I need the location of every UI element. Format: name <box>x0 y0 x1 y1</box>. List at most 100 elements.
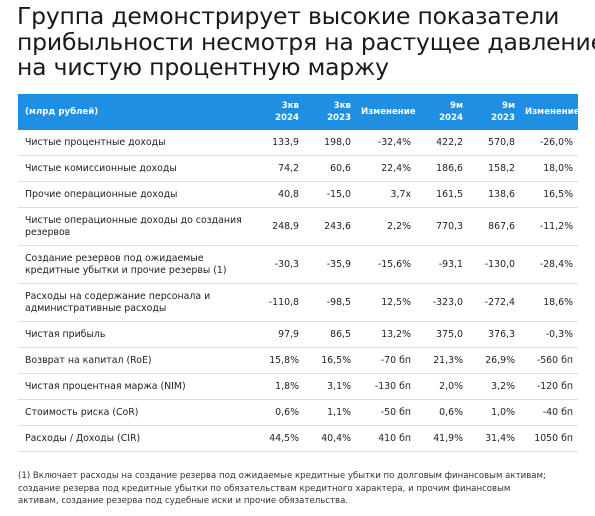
table-row: Чистая процентная маржа (NIM) 1,8% 3,1% -13… <box>18 373 578 400</box>
table-cell: 133,9 <box>250 130 304 156</box>
table-cell: -32,4% <box>356 130 416 156</box>
row-label-line: резервов <box>25 226 71 238</box>
table-cell: 18,0% <box>520 155 578 182</box>
column-header: 9м 2023 <box>468 94 520 130</box>
header-units: (млрд рублей) <box>18 94 250 130</box>
footnote: (1) Включает расходы на создание резерва… <box>18 470 583 508</box>
table-cell: -28,4% <box>520 245 578 284</box>
row-label-line: Чистая прибыль <box>25 328 106 340</box>
table-cell: 570,8 <box>468 130 520 156</box>
table-cell: 16,5% <box>520 181 578 208</box>
footnote-line: (1) Включает расходы на создание резерва… <box>18 471 546 481</box>
table-cell: 2,0% <box>416 373 468 400</box>
column-header: 3кв 2023 <box>304 94 356 130</box>
table-cell: 1050 бп <box>520 425 578 452</box>
table-cell: 410 бп <box>356 425 416 452</box>
row-label: Расходы на содержание персонала и админис… <box>18 283 250 322</box>
table-cell: 3,7x <box>356 181 416 208</box>
row-label-line: кредитные убытки и прочие резервы (1) <box>25 264 227 276</box>
table-row: Расходы / Доходы (CIR) 44,5% 40,4% 410 бп 41… <box>18 425 578 452</box>
column-header-line: Изменение <box>525 107 580 117</box>
table-cell: -272,4 <box>468 283 520 322</box>
table-row: Возврат на капитал (RoE) 15,8% 16,5% -70 бп… <box>18 347 578 374</box>
table-cell: 44,5% <box>250 425 304 452</box>
table-cell: 40,8 <box>250 181 304 208</box>
column-header-line: (млрд рублей) <box>25 107 99 117</box>
table-cell: 1,1% <box>304 399 356 426</box>
table-cell: 22,4% <box>356 155 416 182</box>
column-header-line: Изменение <box>361 107 416 117</box>
table-row: Создание резервов под ожидаемые кредитные… <box>18 245 578 284</box>
page-title-line: на чистую процентную маржу <box>17 53 389 81</box>
table-row: Чистые процентные доходы 133,9 198,0 -32,4%… <box>18 130 578 156</box>
row-label-line: Чистые операционные доходы до создания <box>25 214 242 226</box>
footnote-line: создание резерва под кредитные убытки по… <box>18 483 511 494</box>
table-cell: 15,8% <box>250 347 304 374</box>
table-cell: -130,0 <box>468 245 520 284</box>
row-label: Чистая процентная маржа (NIM) <box>18 373 250 400</box>
column-header-line: 2023 <box>491 113 515 123</box>
row-label-line: Чистые процентные доходы <box>25 136 166 148</box>
row-label: Прочие операционные доходы <box>18 181 250 208</box>
row-label: Создание резервов под ожидаемые кредитные… <box>18 245 250 284</box>
table-row: Расходы на содержание персонала и админис… <box>18 283 578 322</box>
row-label: Чистая прибыль <box>18 321 250 348</box>
table-cell: 13,2% <box>356 321 416 348</box>
column-header: Изменение <box>356 94 416 130</box>
row-label-line: Расходы / Доходы (CIR) <box>25 432 141 444</box>
table-row: Стоимость риска (CoR) 0,6% 1,1% -50 бп 0,6% 1… <box>18 399 578 426</box>
row-label-line: административные расходы <box>25 302 167 314</box>
table-cell: 138,6 <box>468 181 520 208</box>
table-cell: -93,1 <box>416 245 468 284</box>
table-cell: 1,0% <box>468 399 520 426</box>
table-cell: 186,6 <box>416 155 468 182</box>
table-cell: -50 бп <box>356 399 416 426</box>
table-cell: 41,9% <box>416 425 468 452</box>
column-header-line: 9м <box>449 101 463 111</box>
table-cell: -11,2% <box>520 207 578 246</box>
table-row: Чистые операционные доходы до создания ре… <box>18 207 578 246</box>
table-cell: -35,9 <box>304 245 356 284</box>
row-label-line: Стоимость риска (CoR) <box>25 406 139 418</box>
table-cell: 422,2 <box>416 130 468 156</box>
table-cell: 16,5% <box>304 347 356 374</box>
row-label: Чистые процентные доходы <box>18 130 250 156</box>
table-row: Чистые комиссионные доходы 74,2 60,6 22,4% 1… <box>18 155 578 182</box>
table-cell: 3,1% <box>304 373 356 400</box>
table-cell: -70 бп <box>356 347 416 374</box>
table-cell: 0,6% <box>416 399 468 426</box>
row-label: Возврат на капитал (RoE) <box>18 347 250 374</box>
table-cell: 21,3% <box>416 347 468 374</box>
table-cell: 18,6% <box>520 283 578 322</box>
table-cell: -130 бп <box>356 373 416 400</box>
table-cell: 3,2% <box>468 373 520 400</box>
table-cell: 376,3 <box>468 321 520 348</box>
table-cell: 375,0 <box>416 321 468 348</box>
table-cell: 867,6 <box>468 207 520 246</box>
table-cell: 86,5 <box>304 321 356 348</box>
row-label-line: Создание резервов под ожидаемые <box>25 252 204 264</box>
table-cell: 60,6 <box>304 155 356 182</box>
table-cell: -30,3 <box>250 245 304 284</box>
column-header-line: 2024 <box>439 113 463 123</box>
row-label-line: Чистая процентная маржа (NIM) <box>25 380 186 392</box>
column-header-line: 9м <box>501 101 515 111</box>
table-cell: 198,0 <box>304 130 356 156</box>
table-cell: -0,3% <box>520 321 578 348</box>
row-label: Стоимость риска (CoR) <box>18 399 250 426</box>
table-cell: 243,6 <box>304 207 356 246</box>
page-title: Группа демонстрирует высокие показатели п… <box>17 3 595 81</box>
row-label-line: Чистые комиссионные доходы <box>25 162 177 174</box>
column-header-line: 3кв <box>333 101 351 111</box>
page-title-line: прибыльности несмотря на растущее давлен… <box>17 27 595 56</box>
table-header-row: (млрд рублей) 3кв 2024 3кв 2023 Изменение 9м 20… <box>18 94 580 130</box>
row-label: Расходы / Доходы (CIR) <box>18 425 250 452</box>
column-header-line: 3кв <box>281 101 299 111</box>
row-label: Чистые операционные доходы до создания ре… <box>18 207 250 246</box>
table-cell: -15,6% <box>356 245 416 284</box>
table-cell: -323,0 <box>416 283 468 322</box>
table-cell: 770,3 <box>416 207 468 246</box>
column-header: Изменение <box>520 94 580 130</box>
table-cell: 161,5 <box>416 181 468 208</box>
